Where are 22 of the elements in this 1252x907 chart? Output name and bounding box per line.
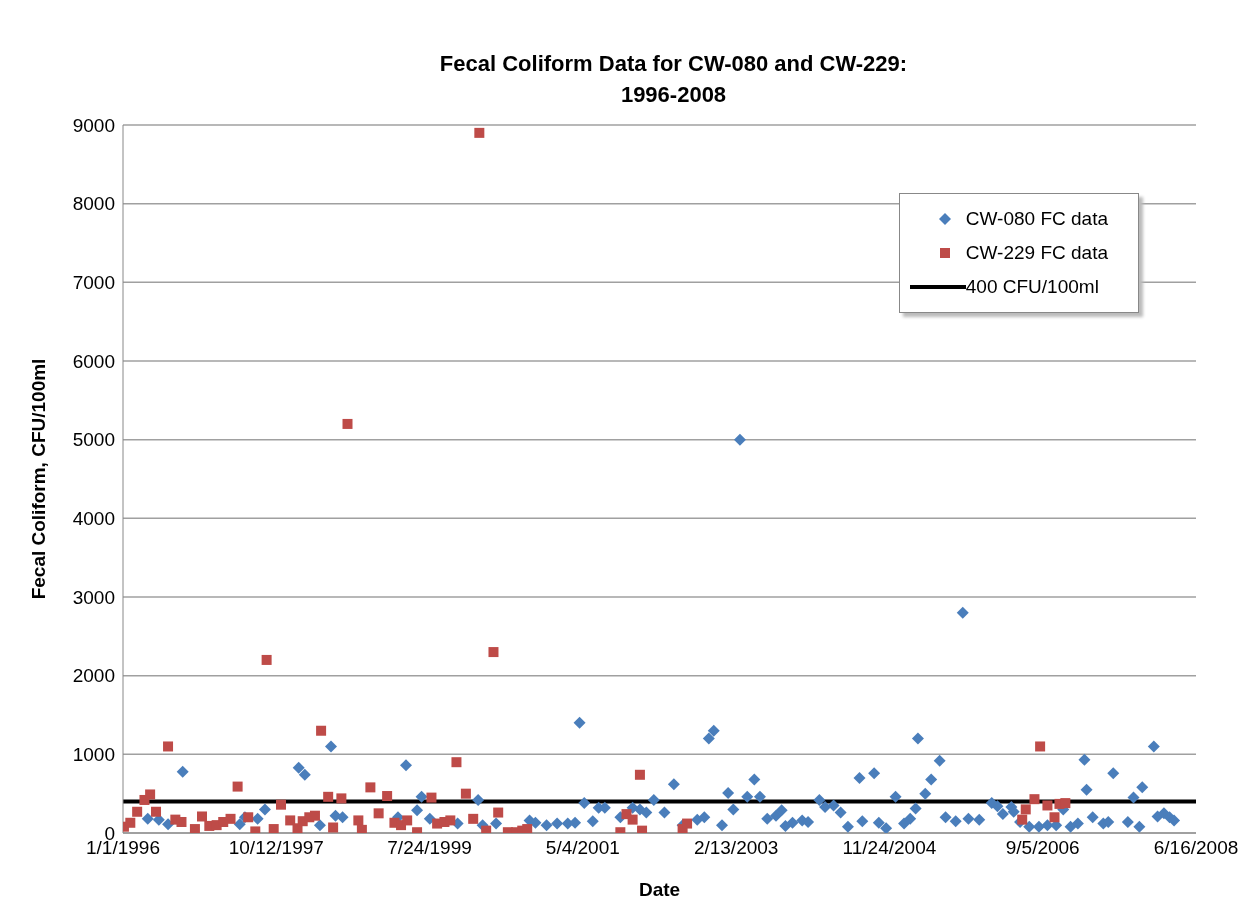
chart-title: Fecal Coliform Data for CW-080 and CW-229: 1996-2008 bbox=[438, 50, 909, 109]
x-axis-title: Date bbox=[638, 879, 681, 900]
legend-label: CW-229 FC data bbox=[965, 242, 1108, 264]
y-tick-label: 6000 bbox=[72, 350, 115, 372]
x-tick-label: 11/24/2004 bbox=[842, 837, 937, 859]
x-tick-label: 2/13/2003 bbox=[693, 837, 779, 859]
legend-label: CW-080 FC data bbox=[965, 208, 1108, 230]
y-tick-label: 2000 bbox=[72, 665, 115, 687]
x-tick-label: 9/5/2006 bbox=[1005, 837, 1080, 859]
y-tick-label: 4000 bbox=[72, 508, 115, 530]
y-tick-label: 3000 bbox=[72, 586, 115, 608]
y-tick-label: 8000 bbox=[72, 193, 115, 215]
y-axis-title: Fecal Coliform, CFU/100ml bbox=[27, 358, 49, 600]
y-tick-label: 9000 bbox=[72, 114, 115, 136]
y-tick-label: 7000 bbox=[72, 272, 115, 294]
y-tick-label: 1000 bbox=[72, 744, 115, 766]
x-tick-label: 10/12/1997 bbox=[228, 837, 324, 859]
x-tick-label: 7/24/1999 bbox=[387, 837, 472, 859]
legend-label: 400 CFU/100ml bbox=[965, 276, 1099, 298]
x-tick-label: 5/4/2001 bbox=[545, 837, 620, 859]
x-tick-label: 6/16/2008 bbox=[1153, 837, 1239, 859]
y-tick-label: 5000 bbox=[72, 429, 115, 451]
